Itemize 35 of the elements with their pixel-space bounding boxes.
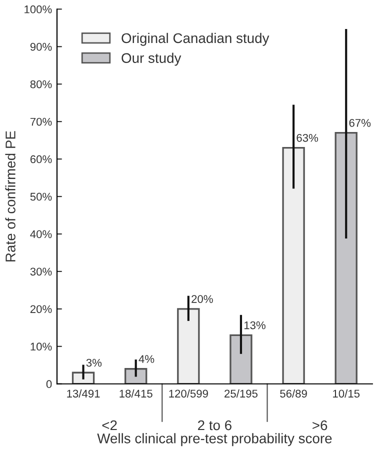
x-tick-label: 13/491 <box>67 389 100 398</box>
y-tick-label: 60% <box>30 155 52 164</box>
y-tick-label: 50% <box>30 192 52 201</box>
y-tick-label: 90% <box>30 42 52 51</box>
y-tick-label: 100% <box>24 5 52 14</box>
x-tick-label: 18/415 <box>120 389 152 398</box>
x-tick-label: 25/195 <box>224 389 258 398</box>
data-label: 63% <box>296 134 318 142</box>
text: >6 <box>312 420 328 430</box>
data-label: 67% <box>349 118 371 127</box>
data-label: 3% <box>86 358 102 367</box>
y-tick-label: 80% <box>30 80 52 88</box>
y-tick-label: 40% <box>30 230 52 238</box>
legend-label: Original Canadian study <box>122 32 270 46</box>
y-tick-label: 0 <box>46 380 52 388</box>
data-label: 4% <box>138 355 154 363</box>
x-tick-label: 120/599 <box>169 389 208 398</box>
y-tick-label: 30% <box>30 268 52 276</box>
bar <box>334 132 358 384</box>
bar <box>177 308 200 384</box>
legend-label: Our study <box>122 52 182 66</box>
data-label: 20% <box>192 295 213 303</box>
x-tick-label: 56/89 <box>280 389 307 398</box>
y-tick-label: 70% <box>30 118 52 126</box>
text: 2 to 6 <box>198 420 232 430</box>
y-tick-label: 10% <box>30 342 52 351</box>
text: <2 <box>102 420 117 430</box>
y-tick-label: 20% <box>30 305 52 314</box>
data-label: 13% <box>244 321 266 330</box>
bar <box>230 334 252 384</box>
bar <box>124 368 148 384</box>
x-axis-title: Wells clinical pre-test probability score <box>97 433 332 446</box>
x-tick-label: 10/15 <box>333 389 360 398</box>
y-axis-title: Rate of confirmed PE <box>5 131 16 262</box>
bar <box>282 146 305 384</box>
